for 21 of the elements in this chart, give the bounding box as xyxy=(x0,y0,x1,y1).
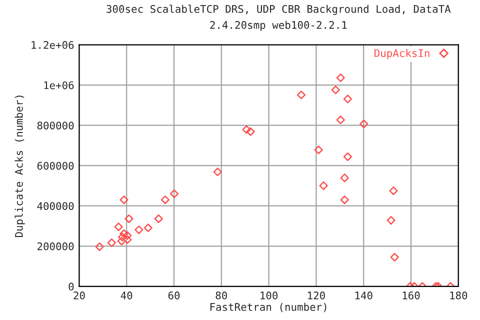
chart-title: 300sec ScalableTCP DRS, UDP CBR Background Load, DataTA xyxy=(106,4,451,16)
y-axis-title: Duplicate Acks (number) xyxy=(14,96,25,238)
x-tick-label: 80 xyxy=(216,292,227,300)
x-axis-title: FastRetran (number) xyxy=(210,302,326,312)
x-tick-label: 120 xyxy=(308,292,325,300)
y-tick-label: 400000 xyxy=(37,202,74,210)
legend-label: DupAcksIn xyxy=(374,49,430,60)
x-tick-label: 180 xyxy=(450,292,468,300)
y-tick-label: 800000 xyxy=(37,122,74,130)
x-tick-label: 160 xyxy=(402,292,420,300)
y-tick-label: 600000 xyxy=(37,162,74,170)
x-tick-label: 20 xyxy=(74,292,85,300)
x-tick-label: 100 xyxy=(260,292,278,300)
x-tick-label: 60 xyxy=(168,292,180,300)
y-tick-label: 1e+06 xyxy=(44,81,74,90)
x-tick-label: 140 xyxy=(355,292,372,300)
chart-subtitle: 2.4.20smp web100-2.2.1 xyxy=(210,20,347,31)
y-tick-label: 1.2e+06 xyxy=(32,41,74,49)
x-tick-label: 40 xyxy=(120,292,132,300)
y-tick-label: 200000 xyxy=(37,242,74,250)
y-tick-label: 0 xyxy=(68,282,74,291)
